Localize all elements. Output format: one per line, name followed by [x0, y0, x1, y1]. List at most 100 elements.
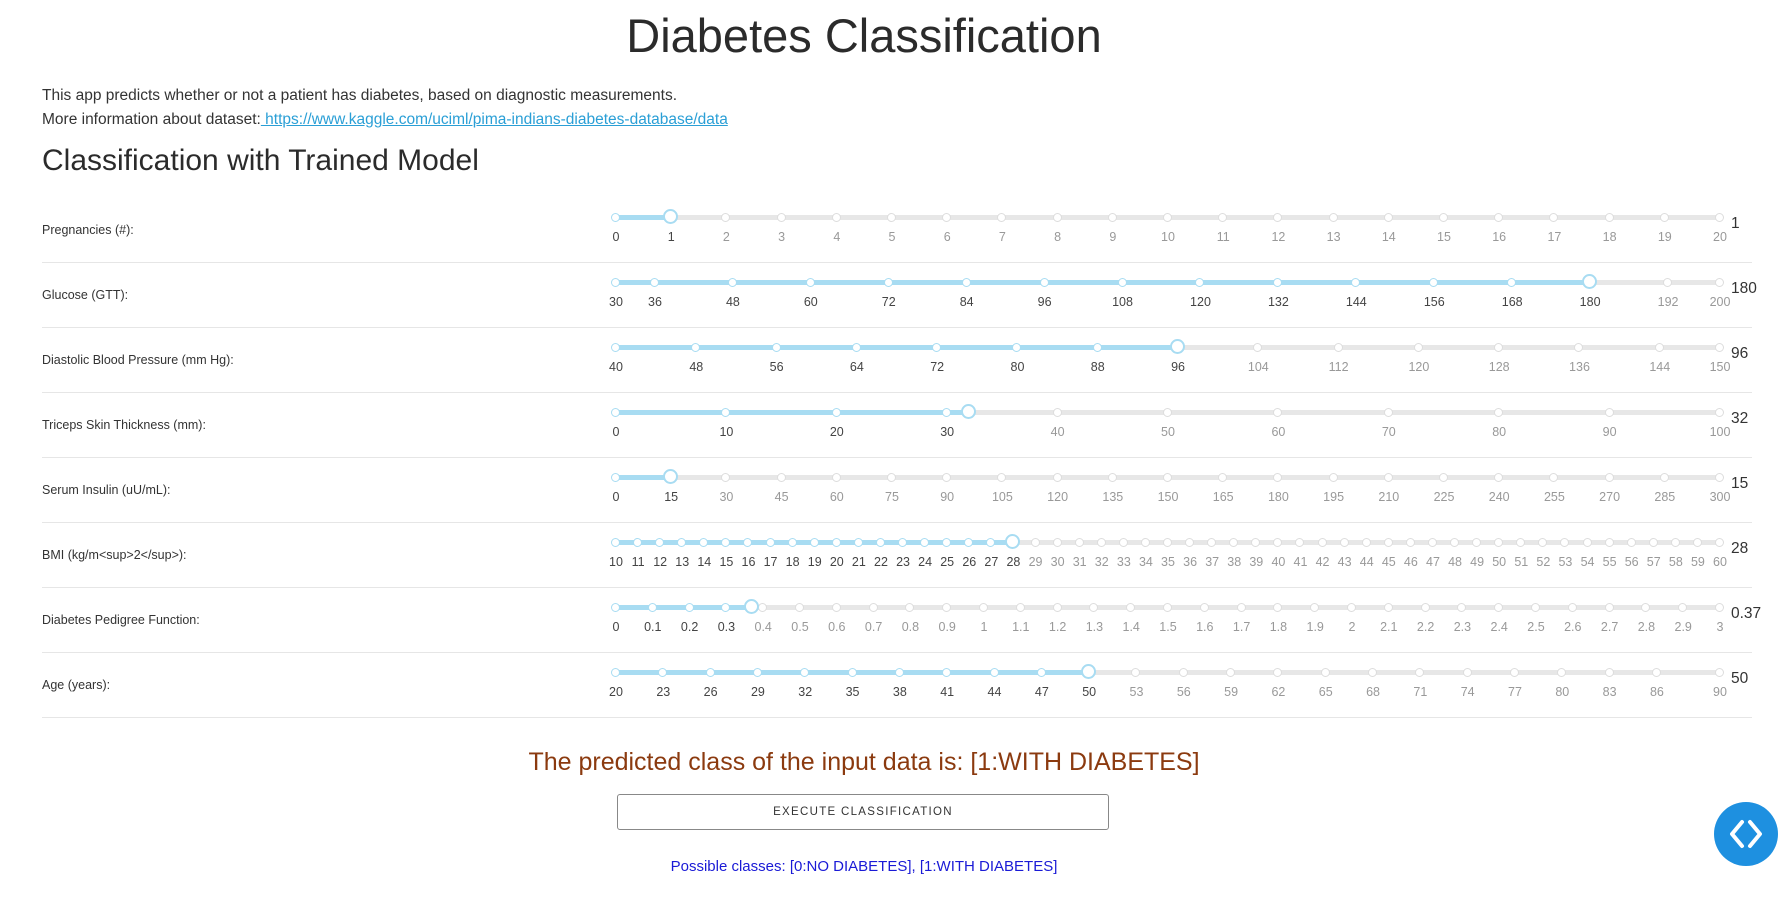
slider-track[interactable]: 0 10 20 30 40 50 60 70 80 90 100	[574, 393, 1730, 457]
slider-dot[interactable]	[942, 213, 952, 222]
slider-dot[interactable]	[1405, 538, 1415, 547]
slider-dot[interactable]	[1140, 538, 1150, 547]
slider-dot[interactable]	[887, 473, 896, 482]
slider-dot[interactable]	[1163, 603, 1172, 612]
slider-dot[interactable]	[677, 538, 687, 547]
slider-dot[interactable]	[1715, 278, 1724, 287]
slider-dot[interactable]	[1229, 538, 1239, 547]
slider-dot[interactable]	[1096, 538, 1106, 547]
slider-dot[interactable]	[1715, 213, 1724, 222]
slider-dot[interactable]	[1052, 408, 1062, 417]
slider-dot[interactable]	[611, 278, 620, 287]
slider-dot[interactable]	[611, 603, 620, 612]
slider-dot[interactable]	[1715, 343, 1724, 352]
slider-dot[interactable]	[1273, 538, 1283, 547]
slider-dot[interactable]	[1368, 668, 1378, 677]
slider-dot[interactable]	[1383, 473, 1393, 482]
slider-dot[interactable]	[1163, 408, 1172, 417]
slider-dot[interactable]	[1118, 538, 1128, 547]
slider-dot[interactable]	[942, 538, 952, 547]
slider-dot[interactable]	[1531, 603, 1540, 612]
slider-dot[interactable]	[1549, 213, 1559, 222]
slider-dot[interactable]	[1163, 538, 1172, 547]
slider-dot[interactable]	[611, 473, 620, 482]
slider-dot[interactable]	[853, 538, 863, 547]
dataset-link[interactable]: https://www.kaggle.com/uciml/pima-indian…	[260, 111, 728, 128]
slider-dot[interactable]	[765, 538, 775, 547]
slider-dot[interactable]	[1429, 278, 1439, 287]
slider-dot[interactable]	[1383, 408, 1393, 417]
slider-handle[interactable]	[744, 599, 760, 614]
slider-dot[interactable]	[1207, 538, 1217, 547]
slider-dot[interactable]	[847, 668, 857, 677]
slider-dot[interactable]	[831, 408, 841, 417]
slider-dot[interactable]	[1052, 473, 1062, 482]
slider-handle[interactable]	[1170, 339, 1186, 354]
slider-dot[interactable]	[1273, 473, 1283, 482]
slider-dot[interactable]	[795, 603, 804, 612]
slider-dot[interactable]	[1310, 603, 1320, 612]
slider-dot[interactable]	[1273, 213, 1283, 222]
slider-dot[interactable]	[1052, 213, 1062, 222]
slider-dot[interactable]	[1015, 603, 1025, 612]
slider-dot[interactable]	[758, 603, 768, 612]
slider-dot[interactable]	[1131, 668, 1141, 677]
slider-dot[interactable]	[1199, 603, 1209, 612]
slider-dot[interactable]	[1457, 603, 1467, 612]
slider-handle[interactable]	[663, 209, 679, 224]
slider-dot[interactable]	[1413, 343, 1423, 352]
slider-dot[interactable]	[1560, 538, 1570, 547]
slider-dot[interactable]	[986, 538, 996, 547]
slider-dot[interactable]	[942, 473, 952, 482]
slider-dot[interactable]	[831, 473, 841, 482]
slider-dot[interactable]	[1604, 668, 1614, 677]
slider-dot[interactable]	[1574, 343, 1584, 352]
slider-dot[interactable]	[1659, 213, 1669, 222]
slider-handle[interactable]	[663, 469, 679, 484]
slider-dot[interactable]	[691, 343, 701, 352]
slider-dot[interactable]	[647, 603, 657, 612]
slider-dot[interactable]	[727, 278, 737, 287]
slider-track[interactable]: 0 15 30 45 60 75 90 105 120 135 150 165 180 195 210 225…	[574, 458, 1730, 522]
slider-dot[interactable]	[1185, 538, 1195, 547]
slider-dot[interactable]	[1236, 603, 1246, 612]
slider-dot[interactable]	[1273, 408, 1283, 417]
slider-dot[interactable]	[1439, 213, 1448, 222]
slider-dot[interactable]	[1052, 603, 1062, 612]
slider-dot[interactable]	[964, 538, 974, 547]
slider-track[interactable]: 0 1 2 3 4 5 6 7 8 9 10 11 12 13 14 15 16 17 18 19 20	[574, 198, 1727, 262]
slider-dot[interactable]	[721, 213, 731, 222]
slider-dot[interactable]	[1052, 538, 1062, 547]
slider-dot[interactable]	[1715, 668, 1724, 677]
slider-dot[interactable]	[1415, 668, 1425, 677]
slider-dot[interactable]	[1117, 278, 1127, 287]
slider-dot[interactable]	[699, 538, 709, 547]
slider-dot[interactable]	[1494, 343, 1504, 352]
slider-dot[interactable]	[1107, 473, 1117, 482]
slider-dot[interactable]	[721, 538, 731, 547]
slider-dot[interactable]	[1604, 408, 1614, 417]
slider-dot[interactable]	[658, 668, 668, 677]
slider-dot[interactable]	[752, 668, 762, 677]
slider-dot[interactable]	[1226, 668, 1236, 677]
slider-dot[interactable]	[894, 668, 904, 677]
slider-dot[interactable]	[1195, 278, 1205, 287]
slider-dot[interactable]	[1715, 408, 1724, 417]
slider-dot[interactable]	[905, 603, 915, 612]
slider-dot[interactable]	[898, 538, 908, 547]
slider-dot[interactable]	[1651, 668, 1661, 677]
slider-track[interactable]: 20 23 26 29 32 35 38 41 44 47 50 53 56 59 62 65 68 71 74 77…	[574, 653, 1727, 717]
slider-dot[interactable]	[771, 343, 781, 352]
slider-dot[interactable]	[1178, 668, 1188, 677]
slider-dot[interactable]	[1383, 603, 1393, 612]
slider-dot[interactable]	[942, 668, 952, 677]
slider-dot[interactable]	[1420, 603, 1430, 612]
slider-track[interactable]: 0 0.1 0.2 0.3 0.4 0.5 0.6 0.7 0.8 0.9 1 1.1 1.2 1.3 1.…	[574, 588, 1724, 652]
slider-dot[interactable]	[1383, 538, 1393, 547]
slider-dot[interactable]	[883, 278, 893, 287]
slider-dot[interactable]	[1494, 213, 1504, 222]
slider-handle[interactable]	[1081, 664, 1097, 679]
slider-dot[interactable]	[1333, 343, 1343, 352]
code-toggle-button[interactable]	[1714, 802, 1778, 866]
slider-dot[interactable]	[942, 603, 952, 612]
